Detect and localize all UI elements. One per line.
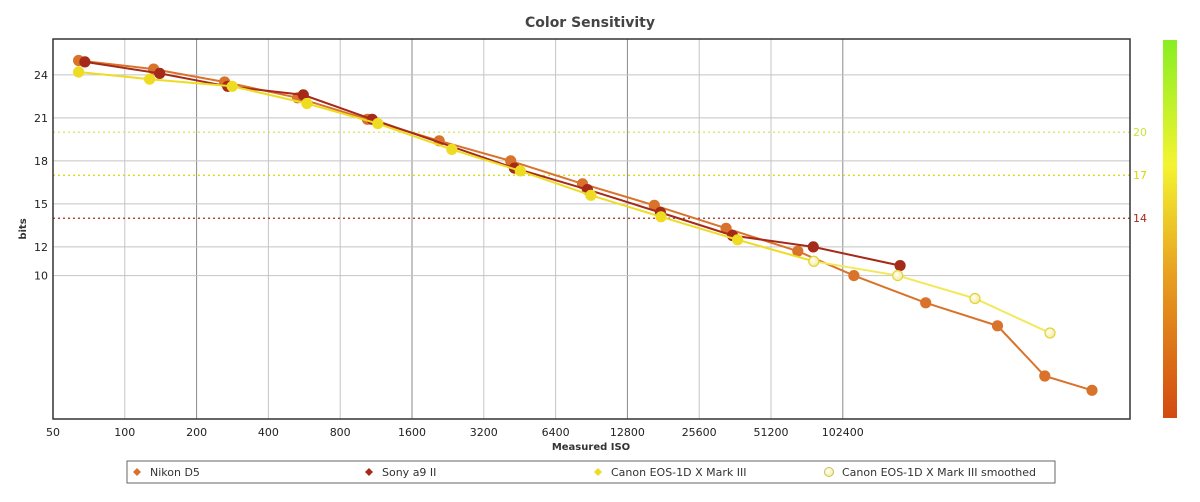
- x-tick-label: 102400: [822, 426, 864, 439]
- y-axis-label: bits: [18, 218, 29, 239]
- reference-lines: 20 17 14: [53, 126, 1147, 225]
- chart-title: Color Sensitivity: [525, 15, 655, 31]
- x-axis-label: Measured ISO: [552, 442, 630, 453]
- series-line: [84, 60, 901, 267]
- data-point[interactable]: [808, 255, 820, 267]
- legend-marker: [824, 467, 834, 477]
- y-tick-label: 10: [34, 270, 48, 283]
- x-tick-label: 200: [186, 426, 207, 439]
- series-line: [813, 260, 1051, 334]
- x-tick-label: 6400: [542, 426, 570, 439]
- data-point[interactable]: [969, 292, 981, 305]
- y-tick-label: 24: [34, 69, 48, 82]
- reference-line-label: 17: [1133, 169, 1147, 182]
- series-line: [78, 71, 815, 263]
- x-tick-label: 50: [46, 426, 60, 439]
- x-tick-label: 400: [258, 426, 279, 439]
- colorbar: [1163, 40, 1177, 418]
- x-tick-label: 800: [330, 426, 351, 439]
- y-axis-ticks: 10 12 15 18 21 24: [34, 69, 48, 283]
- series-group: [72, 66, 820, 267]
- data-point[interactable]: [807, 241, 819, 253]
- series: [72, 54, 1098, 396]
- data-point[interactable]: [991, 320, 1004, 332]
- x-axis-ticks: 50 100 200 400 800 1600 3200 6400 12800 25600 5120…: [46, 426, 864, 439]
- legend: Nikon D5 Sony a9 II Canon EOS-1D X Mark II…: [126, 460, 1056, 484]
- data-point[interactable]: [585, 189, 597, 201]
- y-tick-label: 18: [34, 155, 48, 168]
- series-line: [78, 59, 1093, 392]
- grid: [52, 39, 1130, 419]
- x-tick-label: 12800: [610, 426, 645, 439]
- legend-marker: [133, 468, 141, 476]
- x-tick-label: 100: [114, 426, 135, 439]
- x-tick-label: 25600: [682, 426, 717, 439]
- data-point[interactable]: [79, 56, 91, 68]
- legend-item[interactable]: Sony a9 II: [382, 466, 436, 479]
- plot-frame: [52, 38, 1131, 420]
- data-point[interactable]: [892, 270, 904, 282]
- data-point[interactable]: [894, 260, 906, 272]
- data-point[interactable]: [446, 143, 458, 155]
- data-point[interactable]: [226, 80, 238, 92]
- legend-item[interactable]: Canon EOS-1D X Mark III smoothed: [842, 466, 1036, 479]
- legend-marker: [365, 468, 373, 476]
- data-point[interactable]: [731, 234, 744, 246]
- data-point[interactable]: [1044, 327, 1056, 339]
- data-point[interactable]: [920, 297, 932, 309]
- x-tick-label: 51200: [754, 426, 789, 439]
- data-point[interactable]: [72, 66, 85, 78]
- legend-marker: [594, 468, 602, 476]
- data-point[interactable]: [1086, 384, 1098, 396]
- y-tick-label: 15: [34, 198, 48, 211]
- legend-box: [126, 460, 1056, 484]
- legend-item[interactable]: Canon EOS-1D X Mark III: [611, 466, 747, 479]
- data-point[interactable]: [1039, 370, 1051, 382]
- series-group: [79, 56, 906, 272]
- data-point[interactable]: [301, 97, 313, 110]
- x-tick-label: 1600: [398, 426, 426, 439]
- reference-line-label: 20: [1133, 126, 1147, 139]
- data-point[interactable]: [154, 67, 166, 80]
- data-point[interactable]: [655, 211, 667, 223]
- series-group: [808, 255, 1056, 339]
- data-point[interactable]: [144, 73, 156, 85]
- legend-item[interactable]: Nikon D5: [150, 466, 200, 479]
- x-tick-label: 3200: [470, 426, 498, 439]
- data-point[interactable]: [848, 270, 860, 282]
- data-point[interactable]: [792, 245, 804, 257]
- data-point[interactable]: [514, 165, 526, 177]
- y-tick-label: 21: [34, 112, 48, 125]
- reference-line-label: 14: [1133, 212, 1147, 225]
- series-group: [72, 54, 1098, 396]
- y-tick-label: 12: [34, 241, 48, 254]
- data-point[interactable]: [372, 117, 384, 130]
